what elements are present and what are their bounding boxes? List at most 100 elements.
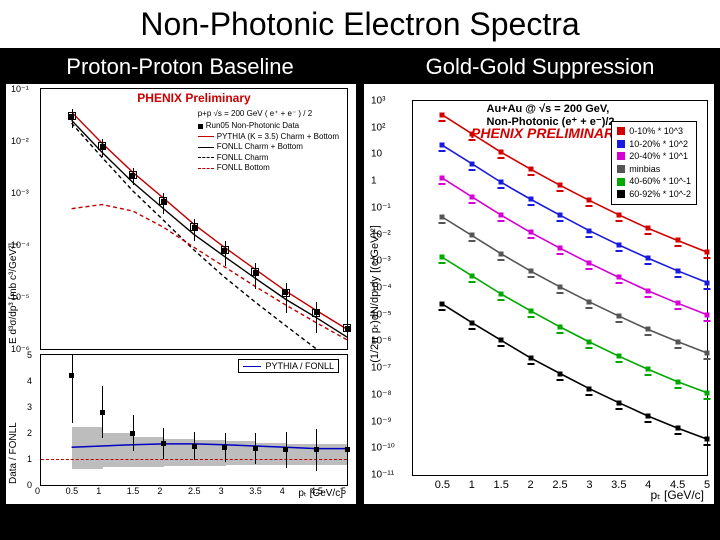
ratio-point [161,441,166,446]
syst-box [312,309,320,317]
left-top-plot: PHENIX Preliminary p+p √s = 200 GeV ( e⁺… [40,88,348,350]
y-tick: 10⁻⁴ [11,240,30,251]
data-point [558,213,563,218]
data-point [440,176,445,181]
error-cap [674,347,681,349]
data-point [499,338,504,343]
right-x-axis-label: pₜ [GeV/c] [650,488,704,502]
error-cap [645,233,652,235]
error-cap [586,394,593,396]
syst-box [159,197,167,205]
data-point [587,386,592,391]
ratio-point [100,410,105,415]
x-tick: 2.5 [188,486,201,496]
ratio-point [130,431,135,436]
left-x-axis-label: pₜ [GeV/c] [298,488,343,499]
y-tick: 1 [371,176,377,187]
error-cap [645,374,652,376]
ratio-point [345,447,350,452]
data-point [616,242,621,247]
data-point [469,273,474,278]
error-cap [498,187,505,189]
error-cap [557,253,564,255]
y-tick: 10² [371,122,385,133]
error-cap [439,183,446,185]
error-cap [527,276,534,278]
data-point [587,198,592,203]
data-point [675,301,680,306]
error-cap [527,174,534,176]
error-cap [674,276,681,278]
error-cap [468,202,475,204]
data-point [587,340,592,345]
syst-box [251,268,259,276]
error-cap [615,282,622,284]
x-tick: 0 [35,486,40,496]
error-cap [498,299,505,301]
data-point [558,246,563,251]
error-cap [468,328,475,330]
ratio-point [253,446,258,451]
data-point [646,414,651,419]
y-tick: 10⁻⁴ [371,283,392,294]
data-point [528,355,533,360]
ratio-point [283,447,288,452]
y-tick: 10⁻² [371,229,391,240]
y-tick: 3 [27,402,32,412]
error-cap [498,259,505,261]
data-point [616,400,621,405]
data-point [469,161,474,166]
data-point [705,250,710,255]
subtitle-row: Proton-Proton Baseline Gold-Gold Suppres… [0,48,720,84]
data-point [675,268,680,273]
error-cap [498,220,505,222]
error-cap [498,157,505,159]
data-point [587,299,592,304]
data-point [440,112,445,117]
syst-box [68,112,76,120]
x-tick: 2.5 [552,479,567,491]
error-cap [704,320,711,322]
pp-baseline-chart: E d³σ/dp³ [mb c³/GeV²] Data / FONLL PHEN… [6,84,356,504]
x-tick: 3.5 [249,486,262,496]
slide-title: Non-Photonic Electron Spectra [140,6,579,43]
y-tick: 10⁻¹⁰ [371,443,395,454]
data-point [616,354,621,359]
error-cap [704,444,711,446]
data-point [705,280,710,285]
chart-row: E d³σ/dp³ [mb c³/GeV²] Data / FONLL PHEN… [0,84,720,514]
error-cap [557,379,564,381]
data-point [558,284,563,289]
error-cap [557,332,564,334]
error-cap [439,309,446,311]
data-point [616,314,621,319]
data-point [440,143,445,148]
syst-box [221,246,229,254]
y-tick: 0 [27,480,32,490]
error-cap [615,408,622,410]
syst-box [282,289,290,297]
data-point [469,320,474,325]
y-tick: 1 [27,454,32,464]
data-point [469,131,474,136]
y-tick: 10⁻¹ [11,84,29,95]
data-point [499,213,504,218]
data-point [440,302,445,307]
error-cap [527,316,534,318]
error-cap [468,281,475,283]
data-point [558,183,563,188]
error-bar [286,283,287,313]
data-point [646,327,651,332]
data-point [675,238,680,243]
x-tick: 0.5 [66,486,79,496]
data-point [528,197,533,202]
data-point [705,437,710,442]
y-tick: 10⁻² [11,136,29,147]
data-point [528,269,533,274]
data-point [616,212,621,217]
data-point [587,261,592,266]
data-point [705,390,710,395]
data-point [646,256,651,261]
subtitle-right: Gold-Gold Suppression [360,54,720,80]
x-tick: 1 [96,486,101,496]
